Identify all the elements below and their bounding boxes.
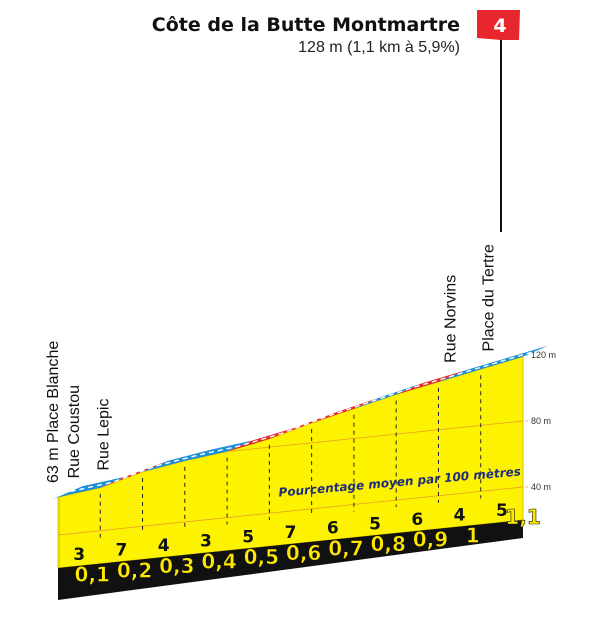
gradient-band-segment	[311, 397, 380, 424]
distance-tick-label: 0,3	[159, 554, 194, 578]
distance-tick-label: 1,1	[505, 505, 540, 529]
y-tick-label: 80 m	[531, 416, 551, 426]
labels-group: 3 7 4 3 5 7 6 5 6 4 5 0,1 0,2 0,3 0,4 0,5 0,6 0,7 0,8 0,9 1 1…	[45, 244, 541, 587]
band-centerline	[70, 350, 536, 493]
chart-subtitle: 128 m (1,1 km à 5,9%)	[298, 39, 460, 56]
distance-tick-label: 0,5	[244, 545, 279, 569]
y-tick-label: 40 m	[531, 482, 551, 492]
segment-percent-label: 7	[285, 523, 297, 543]
segment-percent-label: 3	[73, 545, 85, 565]
flag-icon	[477, 10, 520, 40]
gradient-band-segment	[396, 370, 464, 395]
segment-percent-label: 7	[115, 540, 127, 560]
base-group	[58, 520, 523, 600]
gradient-band-segment	[438, 358, 506, 382]
place-label: Place du Tertre	[480, 244, 497, 351]
distance-tick-label: 0,4	[201, 550, 236, 574]
gradient-band-group	[52, 345, 549, 500]
segment-percent-label: 5	[242, 527, 254, 547]
gridlines-group: 40 m 80 m 120 m	[57, 350, 556, 538]
gradient-band-segment	[480, 345, 549, 370]
place-label: 63 m Place Blanche	[45, 341, 62, 483]
segment-percent-label: 6	[411, 510, 423, 530]
elevation-gridline	[57, 486, 524, 536]
category-number: 4	[493, 15, 506, 37]
gradient-band-segment	[353, 383, 422, 409]
place-label: Rue Norvins	[442, 275, 459, 363]
distance-tick-label: 0,7	[328, 536, 363, 560]
elevation-gridline	[227, 420, 524, 452]
segment-percent-label: 4	[454, 506, 466, 526]
y-tick-label: 120 m	[531, 350, 556, 360]
place-label: Rue Coustou	[66, 385, 83, 478]
base-strip	[58, 520, 523, 600]
segment-percent-label: 3	[200, 532, 212, 552]
profile-side-face	[58, 497, 60, 568]
segment-percent-label: 4	[158, 536, 170, 556]
gradient-band-segment	[227, 427, 295, 452]
distance-tick-label: 0,6	[286, 541, 321, 565]
chart-title: Côte de la Butte Montmartre	[152, 14, 460, 36]
category-flag: 4	[477, 10, 520, 232]
distance-tick-label: 0,2	[117, 558, 152, 582]
distance-tick-label: 0,9	[413, 528, 448, 552]
distance-tick-label: 1	[466, 523, 480, 547]
segment-percent-label: 6	[327, 519, 339, 539]
segment-percent-label: 5	[496, 501, 508, 521]
gradient-band-segment	[269, 412, 337, 439]
segment-percent-label: 5	[369, 514, 381, 534]
distance-tick-label: 0,1	[75, 563, 110, 587]
distance-tick-label: 0,8	[370, 532, 405, 556]
place-label: Rue Lepic	[96, 399, 113, 471]
